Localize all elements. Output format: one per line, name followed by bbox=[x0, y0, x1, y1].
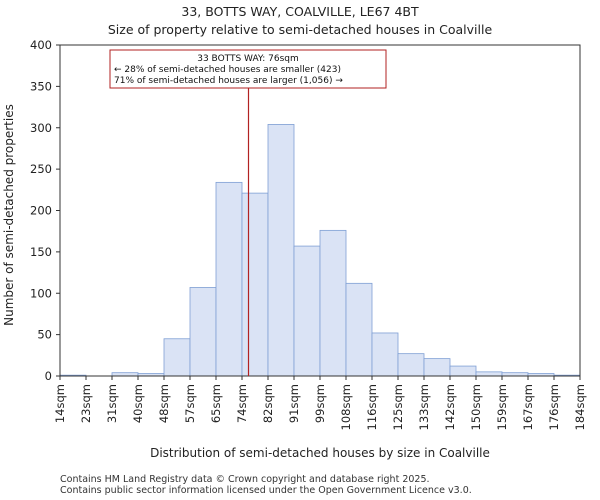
x-axis-label: Distribution of semi-detached houses by … bbox=[150, 446, 490, 460]
y-tick-label: 350 bbox=[30, 79, 52, 93]
x-tick-label: 23sqm bbox=[79, 384, 93, 423]
histogram-bar bbox=[423, 358, 451, 377]
histogram-bar bbox=[293, 245, 321, 377]
x-tick-label: 125sqm bbox=[391, 384, 405, 430]
marker-annotation: 33 BOTTS WAY: 76sqm ← 28% of semi-detach… bbox=[109, 49, 387, 89]
x-tick-label: 99sqm bbox=[313, 384, 327, 423]
x-tick-label: 91sqm bbox=[287, 384, 301, 423]
x-tick-label: 133sqm bbox=[417, 384, 431, 430]
x-tick-label: 142sqm bbox=[443, 384, 457, 430]
histogram-bar bbox=[189, 287, 217, 377]
x-tick-label: 31sqm bbox=[105, 384, 119, 423]
y-tick-label: 50 bbox=[37, 328, 52, 342]
histogram-bar bbox=[319, 229, 347, 377]
x-tick-label: 40sqm bbox=[131, 384, 145, 423]
chart-title: 33, BOTTS WAY, COALVILLE, LE67 4BT bbox=[181, 4, 419, 19]
histogram-bar bbox=[371, 332, 399, 377]
histogram-bar bbox=[475, 371, 503, 377]
x-tick-label: 74sqm bbox=[235, 384, 249, 423]
histogram-bar bbox=[215, 181, 243, 377]
footer-line-2: Contains public sector information licen… bbox=[60, 485, 472, 496]
annotation-title: 33 BOTTS WAY: 76sqm bbox=[197, 54, 299, 64]
y-tick-label: 0 bbox=[45, 369, 52, 383]
histogram-bar bbox=[241, 192, 269, 377]
histogram-bar bbox=[163, 338, 191, 377]
x-tick-label: 184sqm bbox=[573, 384, 587, 430]
plot-frame bbox=[59, 44, 581, 377]
histogram-bar bbox=[449, 365, 477, 377]
footer-line-1: Contains HM Land Registry data © Crown c… bbox=[60, 474, 430, 485]
histogram-bar bbox=[267, 124, 295, 377]
histogram-bar bbox=[397, 353, 425, 377]
y-axis-ticks: 0 50 100 150 200 250 300 350 400 bbox=[30, 38, 60, 383]
chart-subtitle: Size of property relative to semi-detach… bbox=[108, 22, 493, 37]
x-tick-label: 116sqm bbox=[365, 384, 379, 430]
y-axis-label: Number of semi-detached properties bbox=[2, 104, 16, 326]
bars bbox=[59, 124, 581, 377]
histogram-bar bbox=[345, 282, 373, 377]
x-tick-label: 108sqm bbox=[339, 384, 353, 430]
x-tick-label: 57sqm bbox=[183, 384, 197, 423]
annotation-smaller: ← 28% of semi-detached houses are smalle… bbox=[114, 65, 341, 75]
y-tick-label: 300 bbox=[30, 121, 52, 135]
y-tick-label: 400 bbox=[30, 38, 52, 52]
x-tick-label: 159sqm bbox=[495, 384, 509, 430]
y-tick-label: 200 bbox=[30, 204, 52, 218]
annotation-box bbox=[109, 49, 387, 89]
x-axis-ticks: 14sqm 23sqm 31sqm 40sqm 48sqm 57sqm 65sqm 74sqm… bbox=[53, 376, 587, 430]
x-tick-label: 14sqm bbox=[53, 384, 67, 423]
x-tick-label: 167sqm bbox=[521, 384, 535, 430]
x-tick-label: 82sqm bbox=[261, 384, 275, 423]
x-tick-label: 176sqm bbox=[547, 384, 561, 430]
x-tick-label: 48sqm bbox=[157, 384, 171, 423]
annotation-larger: 71% of semi-detached houses are larger (… bbox=[114, 76, 343, 86]
y-tick-label: 150 bbox=[30, 245, 52, 259]
y-tick-label: 100 bbox=[30, 286, 52, 300]
x-tick-label: 150sqm bbox=[469, 384, 483, 430]
y-tick-label: 250 bbox=[30, 162, 52, 176]
x-tick-label: 65sqm bbox=[209, 384, 223, 423]
